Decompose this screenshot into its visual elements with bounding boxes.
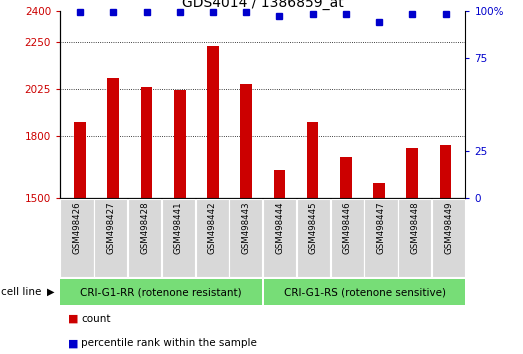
Text: ■: ■ bbox=[68, 338, 78, 348]
Text: GSM498446: GSM498446 bbox=[343, 201, 352, 254]
Bar bbox=[307, 122, 319, 354]
Bar bbox=[207, 46, 219, 354]
Bar bbox=[61, 199, 94, 277]
Bar bbox=[297, 199, 330, 277]
Text: CRI-G1-RS (rotenone sensitive): CRI-G1-RS (rotenone sensitive) bbox=[283, 287, 446, 297]
Bar bbox=[365, 199, 397, 277]
Bar bbox=[440, 145, 451, 354]
Bar bbox=[60, 279, 262, 305]
Bar bbox=[162, 199, 195, 277]
Text: GSM498442: GSM498442 bbox=[208, 201, 217, 254]
Text: GSM498448: GSM498448 bbox=[411, 201, 419, 254]
Bar bbox=[274, 170, 285, 354]
Text: ▶: ▶ bbox=[48, 287, 55, 297]
Bar bbox=[331, 199, 364, 277]
Text: GSM498426: GSM498426 bbox=[73, 201, 82, 254]
Text: ■: ■ bbox=[68, 314, 78, 324]
Bar bbox=[432, 199, 465, 277]
Text: count: count bbox=[81, 314, 110, 324]
Bar bbox=[263, 199, 296, 277]
Text: cell line: cell line bbox=[1, 287, 41, 297]
Bar bbox=[141, 87, 152, 354]
Bar bbox=[174, 90, 186, 354]
Text: GSM498449: GSM498449 bbox=[444, 201, 453, 254]
Bar bbox=[128, 199, 161, 277]
Bar bbox=[230, 199, 263, 277]
Text: GSM498428: GSM498428 bbox=[140, 201, 149, 254]
Bar bbox=[108, 78, 119, 354]
Text: percentile rank within the sample: percentile rank within the sample bbox=[81, 338, 257, 348]
Bar bbox=[406, 148, 418, 354]
Title: GDS4014 / 1386859_at: GDS4014 / 1386859_at bbox=[182, 0, 344, 10]
Bar bbox=[340, 156, 351, 354]
Bar bbox=[398, 199, 431, 277]
Text: GSM498443: GSM498443 bbox=[242, 201, 251, 254]
Text: GSM498445: GSM498445 bbox=[309, 201, 318, 254]
Bar bbox=[196, 199, 229, 277]
Bar bbox=[241, 84, 252, 354]
Text: GSM498444: GSM498444 bbox=[275, 201, 284, 254]
Text: GSM498441: GSM498441 bbox=[174, 201, 183, 254]
Bar bbox=[264, 279, 465, 305]
Text: GSM498427: GSM498427 bbox=[106, 201, 115, 254]
Bar bbox=[94, 199, 128, 277]
Text: GSM498447: GSM498447 bbox=[377, 201, 385, 254]
Bar bbox=[74, 122, 86, 354]
Bar bbox=[373, 183, 385, 354]
Text: CRI-G1-RR (rotenone resistant): CRI-G1-RR (rotenone resistant) bbox=[80, 287, 242, 297]
